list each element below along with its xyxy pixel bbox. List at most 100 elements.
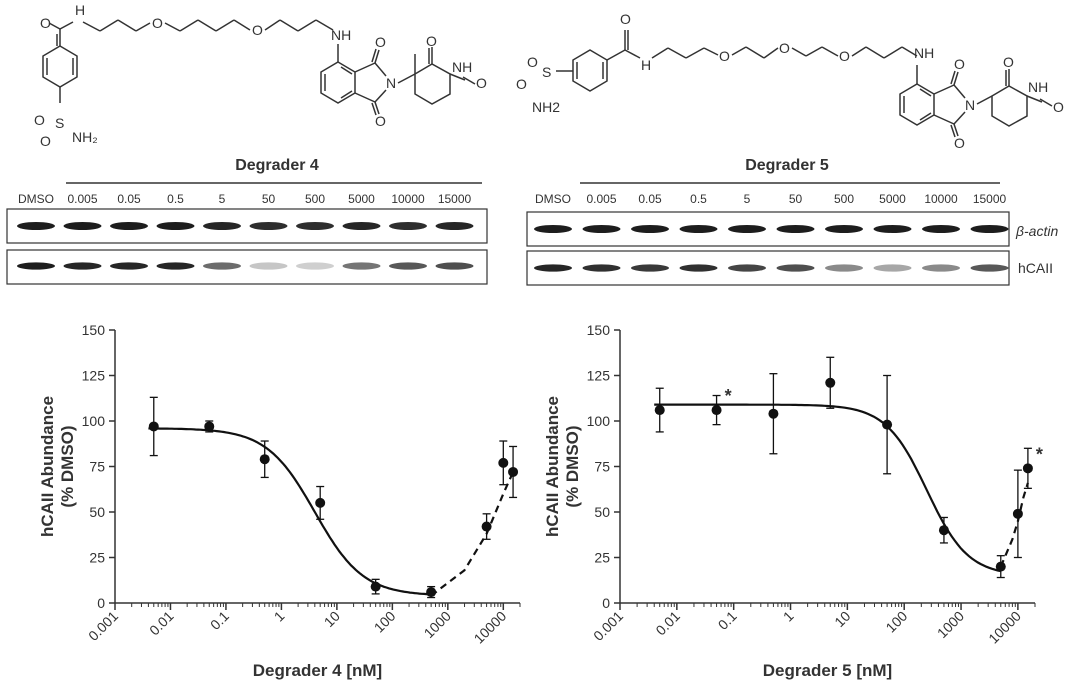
lane-label: 5000	[348, 192, 375, 206]
y-tick-label: 100	[82, 413, 106, 429]
band-hcaii	[534, 264, 572, 272]
atom-imide-o-bottom: O	[375, 113, 386, 129]
lane-label: 0.005	[586, 192, 616, 206]
band-actin	[582, 225, 621, 233]
band-hcaii	[922, 264, 960, 272]
atom-ether-o1: O	[719, 48, 730, 64]
data-point	[148, 421, 159, 432]
significance-star: *	[1036, 444, 1043, 464]
data-point	[508, 466, 519, 477]
band-hcaii	[435, 262, 474, 270]
band-actin	[63, 222, 102, 230]
y-tick-label: 75	[594, 459, 610, 475]
atom-ether-o2: O	[779, 40, 790, 56]
x-tick-label: 0.01	[652, 608, 683, 639]
atom-imide-o-top: O	[375, 34, 386, 50]
data-point	[498, 457, 509, 468]
atom-ether-o2: O	[252, 22, 263, 38]
lane-label: 5000	[879, 192, 906, 206]
y-tick-label: 150	[82, 322, 106, 338]
band-actin	[825, 225, 863, 233]
lane-label: 5	[744, 192, 751, 206]
data-point	[370, 581, 381, 592]
data-point	[315, 497, 326, 508]
atom-imide-n: N	[965, 97, 975, 113]
band-actin	[249, 222, 288, 230]
band-hcaii	[582, 264, 621, 272]
data-point	[825, 377, 836, 388]
atom-glut-o-top: O	[1003, 54, 1014, 70]
band-hcaii	[679, 264, 718, 272]
x-tick-label: 1000	[421, 608, 454, 641]
band-actin	[679, 225, 718, 233]
lane-label: 15000	[973, 192, 1007, 206]
lane-labels: DMSO 0.005 0.05 0.5 5 50 500 5000 10000 15000	[535, 192, 1007, 206]
x-tick-label: 1	[271, 608, 288, 625]
band-actin	[296, 222, 334, 230]
y-tick-label: 125	[587, 368, 611, 384]
lane-label: 15000	[438, 192, 472, 206]
band-actin	[534, 225, 572, 233]
lane-label: 5	[219, 192, 226, 206]
band-actin	[970, 225, 1009, 233]
atom-sulfonyl-nh2: NH2	[532, 99, 560, 115]
band-hcaii	[17, 262, 55, 270]
y-tick-label: 0	[97, 595, 105, 611]
atom-glut-o-right: O	[1053, 99, 1064, 115]
x-tick-label: 10000	[471, 608, 510, 647]
structure-degrader-5	[556, 30, 1053, 138]
atom-sulfonyl-o1: O	[527, 54, 538, 70]
band-actin	[873, 225, 912, 233]
x-tick-label: 10	[321, 608, 343, 630]
blot-title: Degrader 5	[745, 157, 829, 174]
data-point	[938, 525, 949, 536]
atom-sulfonyl-o2: O	[40, 133, 51, 149]
data-point	[426, 587, 437, 598]
dose-response-chart-degrader-4: 0 25 50 75 100 125 150 0.001 0.01 0.1 1 10 100 1000 10…	[38, 322, 521, 680]
band-hcaii	[825, 264, 863, 272]
western-blot-degrader-4: Degrader 4 DMSO 0.005 0.05 0.5 5 50 500 5000 100…	[6, 157, 488, 285]
atom-sulfonyl-o2: O	[516, 76, 527, 92]
band-hcaii	[203, 262, 241, 270]
band-actin	[389, 222, 427, 230]
x-tick-label: 1	[780, 608, 797, 625]
atom-sulfonyl-s: S	[55, 115, 64, 131]
lane-label: DMSO	[535, 192, 571, 206]
atom-imide-n: N	[386, 75, 396, 91]
structure-degrader-4	[42, 19, 476, 116]
y-tick-label: 125	[82, 368, 106, 384]
y-tick-label: 150	[587, 322, 611, 338]
x-axis-label: Degrader 4 [nM]	[253, 661, 382, 680]
band-hcaii	[342, 262, 381, 270]
lane-label: 50	[789, 192, 803, 206]
atom-imide-o-top: O	[954, 56, 965, 72]
band-actin	[776, 225, 815, 233]
data-point	[204, 421, 215, 432]
y-tick-label: 25	[89, 550, 105, 566]
atom-glut-nh: NH	[1028, 79, 1048, 95]
data-point	[654, 405, 665, 416]
y-axis-label-unit: (% DMSO)	[563, 425, 582, 507]
lane-label: 500	[834, 192, 854, 206]
band-actin	[203, 222, 241, 230]
lane-label: 10000	[924, 192, 958, 206]
lane-label: 0.5	[167, 192, 184, 206]
band-actin	[631, 225, 669, 233]
atom-glut-o-top: O	[426, 33, 437, 49]
x-tick-label: 0.01	[146, 608, 177, 639]
y-axis-label: hCAII Abundance	[543, 396, 562, 537]
data-point	[1022, 463, 1033, 474]
band-hcaii	[63, 262, 102, 270]
x-axis-label: Degrader 5 [nM]	[763, 661, 892, 680]
x-tick-label: 10000	[985, 608, 1024, 647]
atom-imide-o-bottom: O	[954, 135, 965, 151]
lane-label: 500	[305, 192, 325, 206]
band-hcaii	[631, 264, 669, 272]
data-point	[882, 419, 893, 430]
atom-labels-right: O H O O O NH O N O O NH O O S O NH2	[516, 11, 1064, 151]
x-tick-label: 1000	[934, 608, 967, 641]
atom-amide-o: O	[40, 15, 51, 31]
y-tick-label: 25	[594, 550, 610, 566]
data-point	[259, 454, 270, 465]
band-actin	[435, 222, 474, 230]
